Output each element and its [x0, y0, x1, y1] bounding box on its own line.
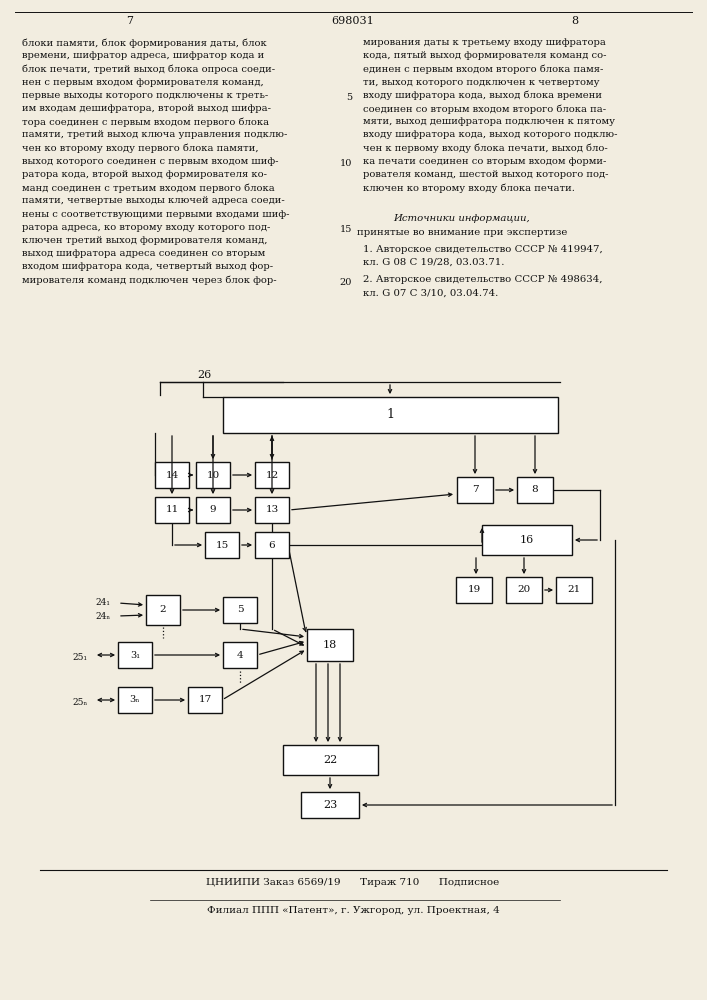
Text: памяти, четвертые выходы ключей адреса соеди-: памяти, четвертые выходы ключей адреса с… [22, 196, 285, 205]
Text: 22: 22 [323, 755, 337, 765]
Text: 7: 7 [472, 486, 479, 494]
Text: 20: 20 [518, 585, 531, 594]
Text: блоки памяти, блок формирования даты, блок: блоки памяти, блок формирования даты, бл… [22, 38, 267, 47]
Text: входу шифратора кода, выход которого подклю-: входу шифратора кода, выход которого под… [363, 130, 617, 139]
Bar [188, 687, 222, 713]
Text: кл. G 07 С 3/10, 03.04.74.: кл. G 07 С 3/10, 03.04.74. [363, 288, 498, 297]
Bar [223, 597, 257, 623]
Text: 5: 5 [346, 93, 352, 102]
Text: ЦНИИПИ Заказ 6569/19      Тираж 710      Подписное: ЦНИИПИ Заказ 6569/19 Тираж 710 Подписное [206, 878, 500, 887]
Text: единен с первым входом второго блока памя-: единен с первым входом второго блока пам… [363, 64, 603, 74]
Text: ключен ко второму входу блока печати.: ключен ко второму входу блока печати. [363, 183, 575, 193]
Text: входом шифратора кода, четвертый выход фор-: входом шифратора кода, четвертый выход ф… [22, 262, 273, 271]
Text: ратора кода, второй выход формирователя ко-: ратора кода, второй выход формирователя … [22, 170, 267, 179]
Bar [301, 792, 359, 818]
Bar [118, 642, 152, 668]
Bar [307, 629, 353, 661]
Text: входу шифратора кода, выход блока времени: входу шифратора кода, выход блока времен… [363, 91, 602, 100]
Text: 20: 20 [339, 278, 352, 287]
Text: соединен со вторым входом второго блока па-: соединен со вторым входом второго блока … [363, 104, 606, 113]
Bar [255, 497, 289, 523]
Bar [506, 577, 542, 603]
Text: рователя команд, шестой выход которого под-: рователя команд, шестой выход которого п… [363, 170, 609, 179]
Text: 23: 23 [323, 800, 337, 810]
Text: манд соединен с третьим входом первого блока: манд соединен с третьим входом первого б… [22, 183, 275, 193]
Bar [255, 532, 289, 558]
Bar [196, 462, 230, 488]
Bar [517, 477, 553, 503]
Bar [255, 462, 289, 488]
Text: кода, пятый выход формирователя команд со-: кода, пятый выход формирователя команд с… [363, 51, 607, 60]
Text: 6: 6 [269, 540, 275, 550]
Text: 12: 12 [265, 471, 279, 480]
Text: чен ко второму входу первого блока памяти,: чен ко второму входу первого блока памят… [22, 144, 259, 153]
Text: выход шифратора адреса соединен со вторым: выход шифратора адреса соединен со вторы… [22, 249, 265, 258]
Bar [155, 462, 189, 488]
Text: 10: 10 [339, 159, 352, 168]
Text: им входам дешифратора, второй выход шифра-: им входам дешифратора, второй выход шифр… [22, 104, 271, 113]
Text: нен с первым входом формирователя команд,: нен с первым входом формирователя команд… [22, 78, 264, 87]
Text: 24₁: 24₁ [95, 598, 110, 607]
Text: нены с соответствующими первыми входами шиф-: нены с соответствующими первыми входами … [22, 210, 289, 219]
Bar [146, 595, 180, 625]
Text: 18: 18 [323, 640, 337, 650]
Text: 15: 15 [216, 540, 228, 550]
Bar [155, 497, 189, 523]
Text: 4: 4 [237, 650, 243, 660]
Bar [283, 745, 378, 775]
Text: 14: 14 [165, 471, 179, 480]
Text: 10: 10 [206, 471, 220, 480]
Text: принятые во внимание при экспертизе: принятые во внимание при экспертизе [357, 228, 567, 237]
Text: ти, выход которого подключен к четвертому: ти, выход которого подключен к четвертом… [363, 78, 600, 87]
Text: 25₁: 25₁ [72, 653, 87, 662]
Text: мирования даты к третьему входу шифратора: мирования даты к третьему входу шифратор… [363, 38, 606, 47]
Text: 21: 21 [568, 585, 580, 594]
Bar [223, 397, 558, 433]
Text: 25ₙ: 25ₙ [72, 698, 87, 707]
Text: кл. G 08 С 19/28, 03.03.71.: кл. G 08 С 19/28, 03.03.71. [363, 258, 505, 267]
Text: 11: 11 [165, 506, 179, 514]
Bar [196, 497, 230, 523]
Text: 16: 16 [520, 535, 534, 545]
Text: 17: 17 [199, 696, 211, 704]
Text: 9: 9 [210, 506, 216, 514]
Bar [456, 577, 492, 603]
Text: 26: 26 [197, 370, 211, 380]
Text: 698031: 698031 [332, 16, 375, 26]
Text: 13: 13 [265, 506, 279, 514]
Text: мяти, выход дешифратора подключен к пятому: мяти, выход дешифратора подключен к пято… [363, 117, 615, 126]
Text: блок печати, третий выход блока опроса соеди-: блок печати, третий выход блока опроса с… [22, 64, 275, 74]
Bar [482, 525, 572, 555]
Text: 19: 19 [467, 585, 481, 594]
Text: ка печати соединен со вторым входом форми-: ка печати соединен со вторым входом форм… [363, 157, 607, 166]
Text: первые выходы которого подключены к треть-: первые выходы которого подключены к трет… [22, 91, 268, 100]
Text: времени, шифратор адреса, шифратор кода и: времени, шифратор адреса, шифратор кода … [22, 51, 264, 60]
Bar [223, 642, 257, 668]
Text: мирователя команд подключен через блок фор-: мирователя команд подключен через блок ф… [22, 276, 276, 285]
Text: 24ₙ: 24ₙ [95, 612, 110, 621]
Text: 1. Авторское свидетельство СССР № 419947,: 1. Авторское свидетельство СССР № 419947… [363, 245, 603, 254]
Bar [556, 577, 592, 603]
Text: 15: 15 [339, 225, 352, 234]
Text: 5: 5 [237, 605, 243, 614]
Text: 2: 2 [160, 605, 166, 614]
Text: ключен третий выход формирователя команд,: ключен третий выход формирователя команд… [22, 236, 267, 245]
Text: 8: 8 [532, 486, 538, 494]
Text: Источники информации,: Источники информации, [394, 214, 530, 223]
Text: 3ₙ: 3ₙ [130, 696, 140, 704]
Text: тора соединен с первым входом первого блока: тора соединен с первым входом первого бл… [22, 117, 269, 127]
Text: чен к первому входу блока печати, выход бло-: чен к первому входу блока печати, выход … [363, 144, 608, 153]
Text: 7: 7 [127, 16, 134, 26]
Text: выход которого соединен с первым входом шиф-: выход которого соединен с первым входом … [22, 157, 279, 166]
Text: ратора адреса, ко второму входу которого под-: ратора адреса, ко второму входу которого… [22, 223, 270, 232]
Text: 8: 8 [571, 16, 578, 26]
Text: 3₁: 3₁ [130, 650, 140, 660]
Text: Филиал ППП «Патент», г. Ужгород, ул. Проектная, 4: Филиал ППП «Патент», г. Ужгород, ул. Про… [206, 906, 499, 915]
Text: памяти, третий выход ключа управления подклю-: памяти, третий выход ключа управления по… [22, 130, 287, 139]
Text: 2. Авторское свидетельство СССР № 498634,: 2. Авторское свидетельство СССР № 498634… [363, 275, 602, 284]
Bar [205, 532, 239, 558]
Bar [457, 477, 493, 503]
Bar [118, 687, 152, 713]
Text: 1: 1 [386, 408, 394, 422]
